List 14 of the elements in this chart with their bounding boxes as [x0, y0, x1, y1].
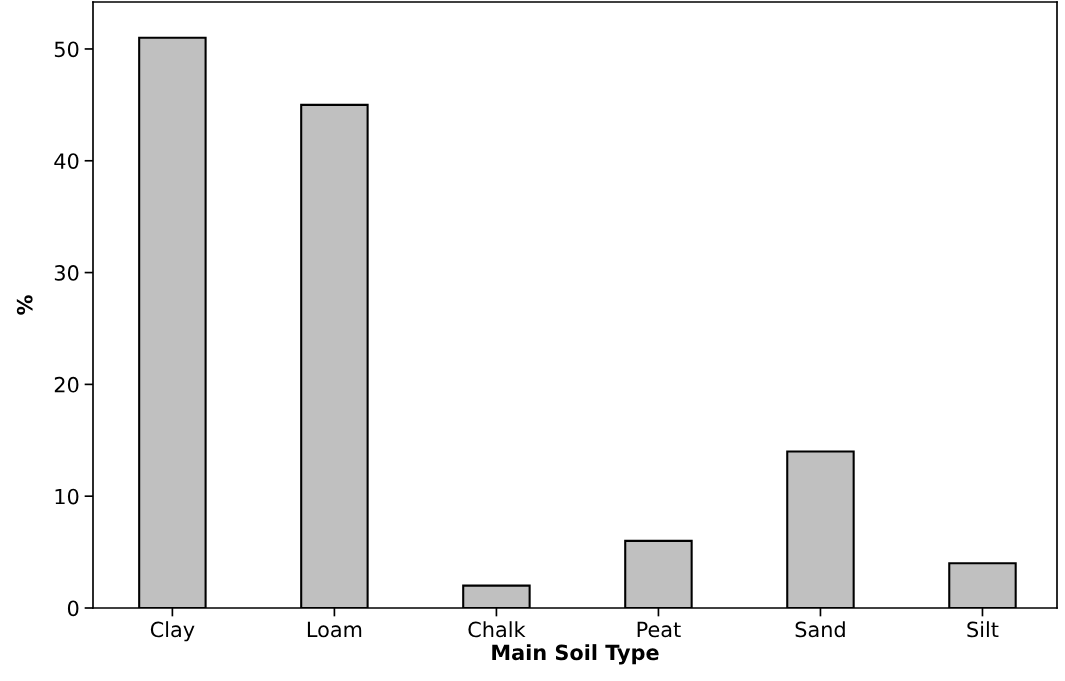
x-tick-label: Peat: [637, 621, 681, 638]
x-tick-label: Sand: [795, 621, 845, 638]
x-tick-label: Silt: [967, 621, 999, 638]
x-tick-label: Loam: [307, 621, 362, 638]
y-tick-label: 20: [54, 376, 79, 393]
x-axis-title: Main Soil Type: [492, 644, 659, 665]
y-tick-label: 50: [54, 41, 79, 58]
x-tick-label: Clay: [150, 621, 195, 642]
y-axis-title: %: [16, 295, 33, 315]
y-tick-label: 10: [55, 488, 79, 505]
y-tick-label: 30: [54, 265, 79, 281]
y-tick-label: 40: [54, 153, 79, 169]
y-tick-label: 0: [67, 600, 79, 617]
x-tick-label: Chalk: [468, 621, 526, 638]
